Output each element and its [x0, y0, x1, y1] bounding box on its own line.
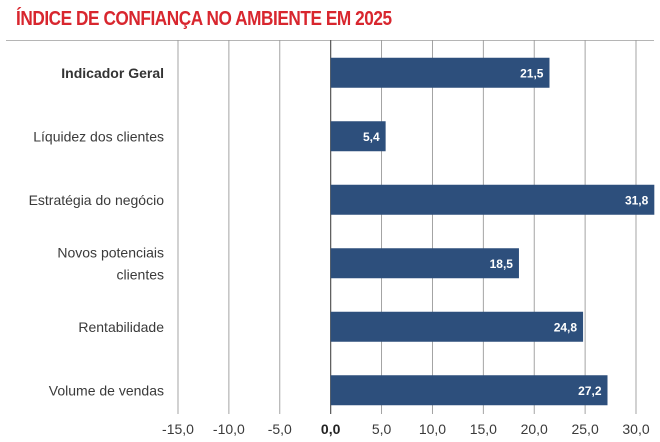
value-label: 27,2: [578, 384, 602, 398]
bars: [330, 57, 655, 406]
x-tick-label: 30,0: [622, 421, 649, 437]
category-label: Volume de vendas: [49, 382, 164, 398]
bar-2: [330, 184, 655, 215]
grid-lines: [177, 40, 637, 414]
x-tick-label: -10,0: [213, 421, 245, 437]
category-label: Novos potenciais: [57, 244, 164, 260]
bar-5: [330, 375, 608, 406]
category-label: Estratégia do negócio: [29, 192, 165, 208]
x-tick-label: -5,0: [268, 421, 292, 437]
bar-0: [330, 57, 550, 88]
chart-title: ÍNDICE DE CONFIANÇA NO AMBIENTE EM 2025: [16, 8, 392, 30]
x-tick-label: 5,0: [372, 421, 392, 437]
value-label: 21,5: [520, 66, 544, 80]
category-label: clientes: [117, 266, 164, 282]
x-tick-label: 25,0: [571, 421, 598, 437]
category-labels: Indicador Geral Líquidez dos clientes Estr…: [29, 65, 165, 399]
value-label: 5,4: [363, 130, 380, 144]
bar-1: [330, 121, 386, 152]
x-tick-label: 20,0: [521, 421, 548, 437]
x-tick-label: 0,0: [321, 421, 341, 437]
value-labels: 21,5 5,4 31,8 18,5 24,8 27,2: [363, 66, 649, 398]
x-tick-label: -15,0: [162, 421, 194, 437]
value-label: 24,8: [554, 320, 578, 334]
category-label: Indicador Geral: [61, 65, 164, 81]
bar-4: [330, 311, 584, 342]
x-tick-label: 10,0: [419, 421, 446, 437]
plot-frame: [6, 40, 654, 439]
bar-3: [330, 248, 519, 279]
x-tick-label: 15,0: [470, 421, 497, 437]
category-label: Líquidez dos clientes: [33, 128, 164, 144]
x-axis-ticks: -15,0 -10,0 -5,0 0,0 5,0 10,0 15,0 20,0 25,0 30,0: [162, 421, 650, 437]
value-label: 18,5: [490, 257, 514, 271]
category-label: Rentabilidade: [78, 319, 164, 335]
value-label: 31,8: [625, 193, 649, 207]
